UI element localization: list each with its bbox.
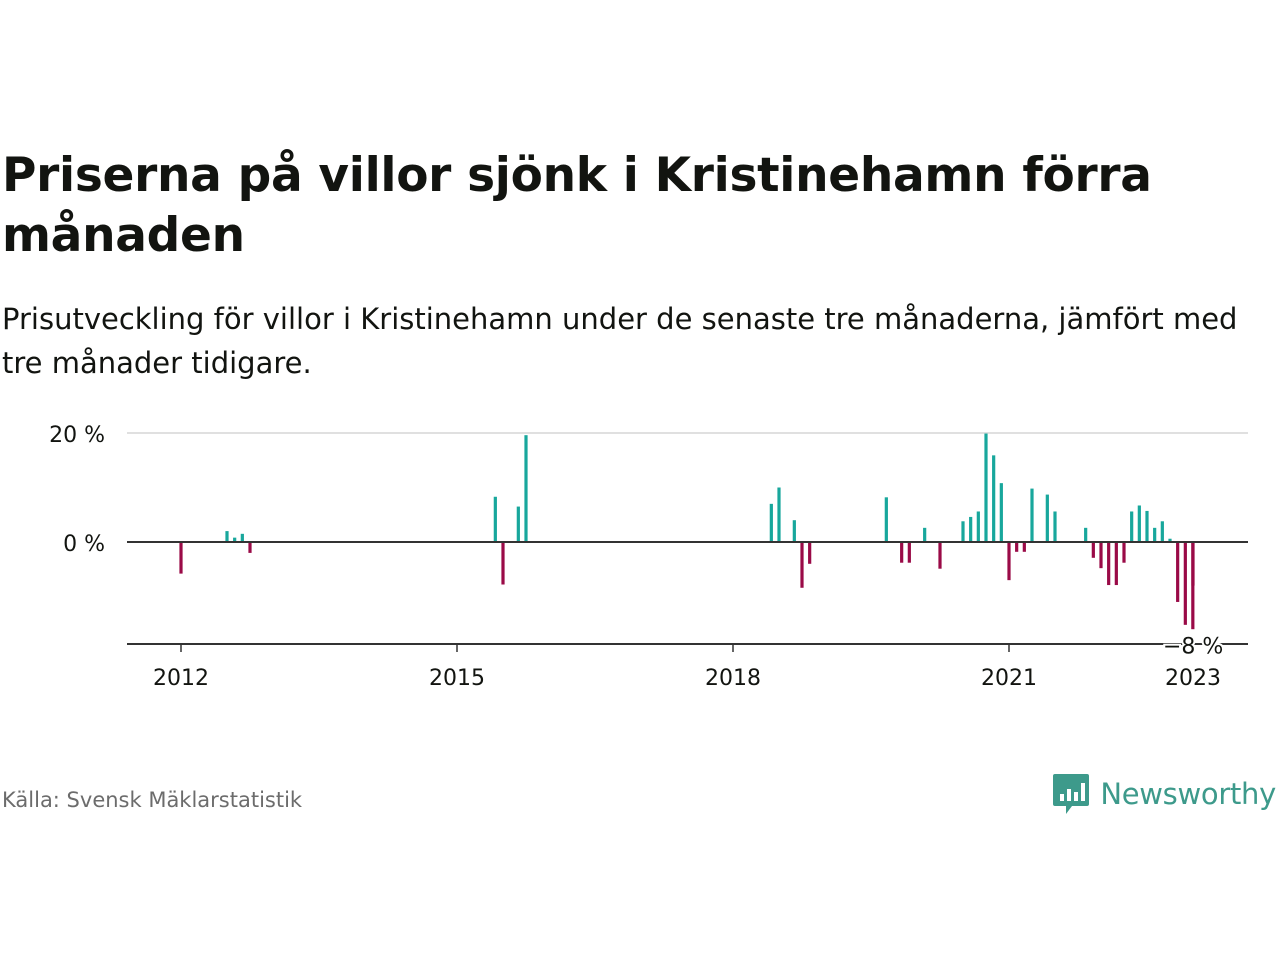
data-label: −8 % (1163, 635, 1223, 660)
bar (1091, 542, 1095, 558)
bar (233, 537, 237, 542)
bar-chart: 0 % 20 % 2012 2015 2018 2021 2023 −8 % (49, 423, 1248, 691)
source-note: Källa: Svensk Mäklarstatistik (2, 788, 303, 812)
y-tick-label: 0 % (63, 532, 105, 557)
y-tick-label: 20 % (49, 423, 105, 448)
bar (516, 506, 520, 542)
bar (1137, 505, 1141, 542)
bar (1130, 511, 1134, 542)
bar (1160, 521, 1164, 542)
newsworthy-logo-icon (1053, 774, 1090, 814)
bar (792, 520, 796, 542)
bar (1145, 510, 1149, 542)
bar (923, 527, 927, 542)
bar (884, 497, 888, 542)
bar (777, 487, 781, 542)
bar (961, 521, 965, 542)
bar (1183, 542, 1187, 625)
brand-logo[interactable]: Newsworthy (1052, 772, 1276, 816)
bar (900, 542, 904, 563)
bar (1030, 488, 1034, 542)
x-tick-label: 2018 (705, 666, 761, 691)
bar (501, 542, 505, 585)
chart-title: Priserna på villor sjönk i Kristinehamn … (2, 148, 1152, 263)
x-tick-label: 2015 (429, 666, 485, 691)
bar (1084, 527, 1088, 542)
chart-subtitle: Prisutveckling för villor i Kristinehamn… (2, 302, 1238, 380)
bar (1191, 542, 1195, 586)
bar (769, 503, 773, 542)
bar (808, 542, 812, 564)
bar (1153, 527, 1157, 542)
bar (984, 433, 988, 542)
bar (992, 455, 996, 542)
bar (907, 542, 911, 563)
bar (524, 435, 528, 542)
bar (800, 542, 804, 588)
x-tick-label: 2021 (981, 666, 1037, 691)
bar (999, 483, 1003, 542)
bar (1122, 542, 1126, 563)
bar (179, 542, 183, 574)
bar (1107, 542, 1111, 586)
bar (938, 542, 942, 569)
x-tick-label: 2012 (153, 666, 209, 691)
bar (976, 511, 980, 542)
bar (1176, 542, 1180, 602)
bar (1114, 542, 1118, 586)
bar (248, 542, 252, 553)
bar (225, 531, 229, 542)
bar (493, 496, 497, 542)
bar (240, 533, 244, 542)
bar (1053, 511, 1057, 542)
bar (1007, 542, 1011, 581)
bar (1099, 542, 1103, 569)
bar (1015, 542, 1019, 552)
x-tick-label: 2023 (1165, 666, 1221, 691)
brand-name: Newsworthy (1100, 777, 1276, 811)
chart-area: 0 % 20 % 2012 2015 2018 2021 2023 −8 % (0, 400, 1280, 710)
bar (1022, 542, 1026, 552)
bar (969, 516, 973, 542)
bar (1168, 538, 1172, 542)
bar (1045, 494, 1049, 542)
